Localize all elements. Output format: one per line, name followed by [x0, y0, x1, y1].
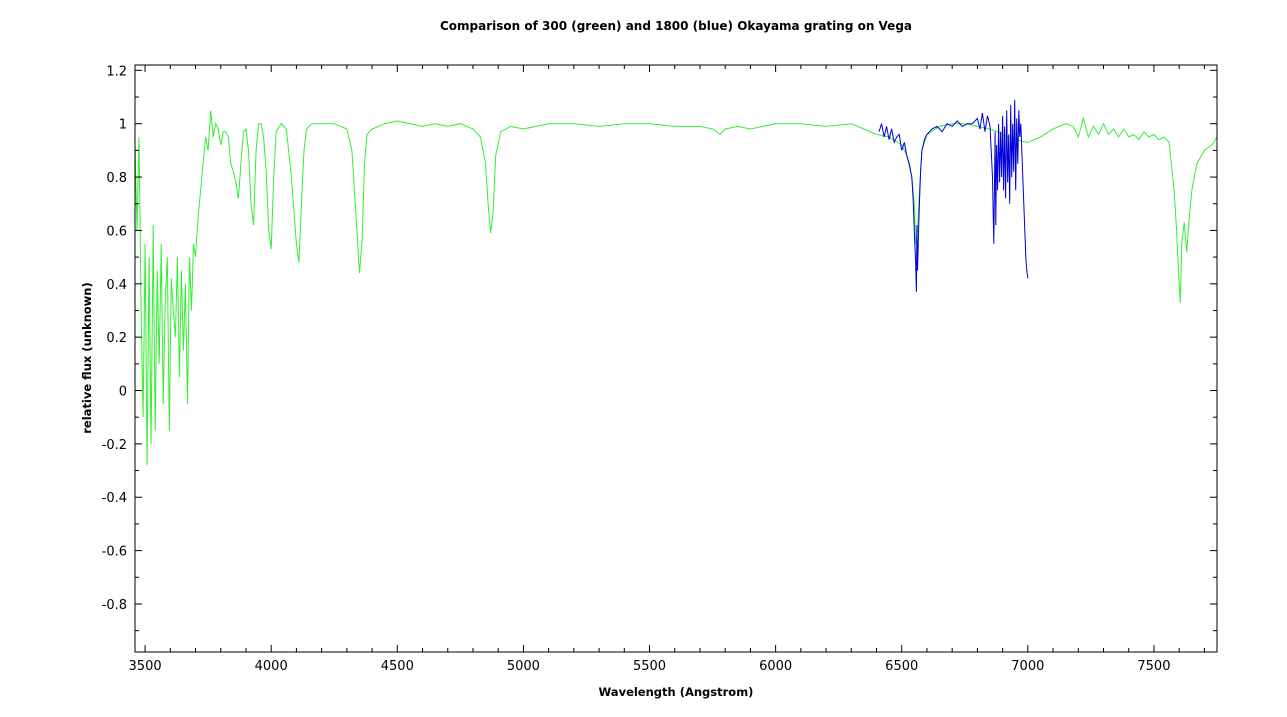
x-tick-label: 3500 [129, 659, 162, 674]
y-tick-label: -0.2 [102, 438, 127, 453]
x-axis: 3500 4000 4500 5000 5500 6000 6500 7000 7500 [129, 65, 1205, 674]
y-tick-label: -0.8 [102, 598, 127, 613]
y-axis-label: relative flux (unknown) [80, 282, 94, 433]
x-tick-label: 7000 [1011, 659, 1044, 674]
y-tick-label: -0.6 [102, 545, 127, 560]
x-tick-label: 4000 [255, 659, 288, 674]
series-line-2 [878, 99, 1029, 292]
y-tick-label: 0.4 [106, 278, 127, 293]
chart-title: Comparison of 300 (green) and 1800 (blue… [440, 19, 912, 33]
plot-frame [134, 64, 1218, 653]
x-axis-label: Wavelength (Angstrom) [599, 685, 754, 699]
y-tick-label: 0.8 [106, 171, 127, 186]
plot-area [135, 99, 1217, 466]
y-tick-label: 1 [119, 118, 127, 133]
x-tick-label: 5500 [633, 659, 666, 674]
y-tick-label: -0.4 [102, 491, 127, 506]
y-tick-label: 0.2 [106, 331, 127, 346]
x-tick-label: 4500 [381, 659, 414, 674]
series-line-1 [135, 110, 1217, 466]
y-tick-label: 0.6 [106, 224, 127, 239]
x-tick-label: 7500 [1137, 659, 1170, 674]
x-tick-label: 6000 [759, 659, 792, 674]
y-axis: -0.8 -0.6 -0.4 -0.2 0 0.2 0.4 0.6 0.8 1 1.2 [102, 64, 1217, 632]
x-tick-label: 5000 [507, 659, 540, 674]
y-tick-label: 1.2 [106, 64, 127, 79]
x-tick-label: 6500 [885, 659, 918, 674]
y-tick-label: 0 [119, 385, 127, 400]
